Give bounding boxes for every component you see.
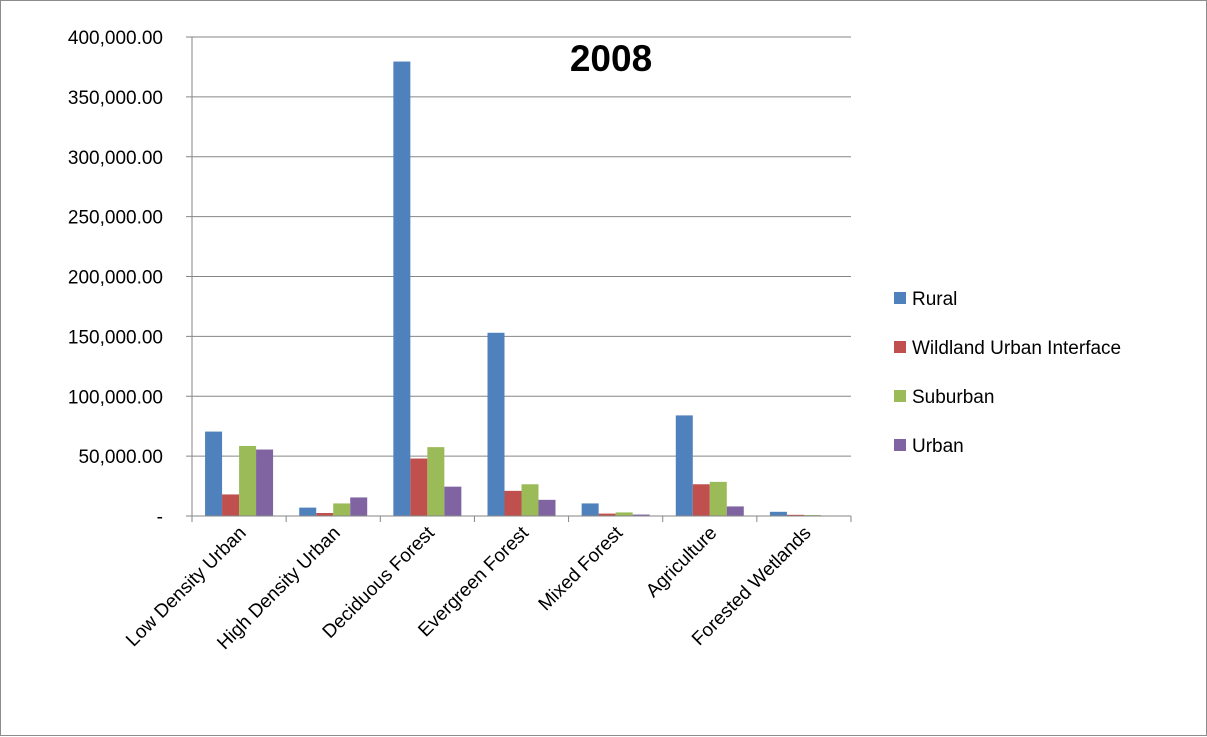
legend-swatch [894, 341, 906, 353]
y-tick-label: 250,000.00 [68, 208, 163, 229]
y-tick-label: 50,000.00 [78, 447, 163, 468]
bar-wildland-urban-interface [693, 484, 710, 516]
y-tick-label: 100,000.00 [68, 387, 163, 408]
bar-urban [350, 497, 367, 516]
legend-swatch [894, 292, 906, 304]
chart-title: 2008 [570, 38, 652, 79]
bar-suburban [616, 512, 633, 516]
legend-swatch [894, 390, 906, 402]
y-tick-label: 350,000.00 [68, 88, 163, 109]
legend-label: Rural [912, 289, 957, 310]
bar-rural [205, 432, 222, 516]
bar-urban [727, 506, 744, 516]
legend-label: Suburban [912, 387, 994, 408]
legend-swatch [894, 439, 906, 451]
bar-wildland-urban-interface [222, 494, 239, 516]
legend: Rural Wildland Urban Interface Suburban Urb… [894, 289, 1121, 457]
gridlines [186, 37, 851, 516]
y-tick-label: 200,000.00 [68, 268, 163, 289]
bar-rural [488, 333, 505, 516]
bar-rural [393, 62, 410, 516]
bar-rural [676, 415, 693, 516]
y-tick-labels: - 50,000.00 100,000.00 150,000.00 200,000.00… [68, 28, 163, 528]
y-tick-label: 300,000.00 [68, 148, 163, 169]
y-tick-label: 400,000.00 [68, 28, 163, 49]
bar-suburban [239, 446, 256, 516]
bar-wildland-urban-interface [410, 459, 427, 516]
bar-suburban [427, 447, 444, 516]
bar-rural [770, 512, 787, 516]
y-tick-label: - [157, 507, 163, 528]
bar-rural [299, 508, 316, 516]
bar-urban [256, 450, 273, 516]
x-category-label: Mixed Forest [535, 522, 628, 615]
x-category-label: Agriculture [642, 523, 721, 602]
legend-label: Urban [912, 436, 964, 457]
bar-suburban [333, 503, 350, 516]
bar-wildland-urban-interface [505, 491, 522, 516]
bars [205, 62, 838, 516]
bar-suburban [710, 482, 727, 516]
bar-urban [539, 500, 556, 516]
bar-rural [582, 503, 599, 516]
axes [192, 37, 851, 522]
y-tick-label: 150,000.00 [68, 327, 163, 348]
bar-urban [444, 487, 461, 516]
bar-suburban [522, 484, 539, 516]
legend-label: Wildland Urban Interface [912, 338, 1121, 359]
